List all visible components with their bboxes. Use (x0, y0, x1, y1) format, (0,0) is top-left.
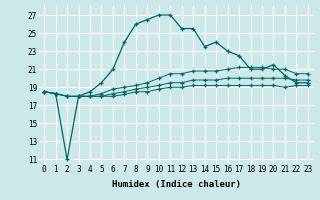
X-axis label: Humidex (Indice chaleur): Humidex (Indice chaleur) (111, 180, 241, 189)
